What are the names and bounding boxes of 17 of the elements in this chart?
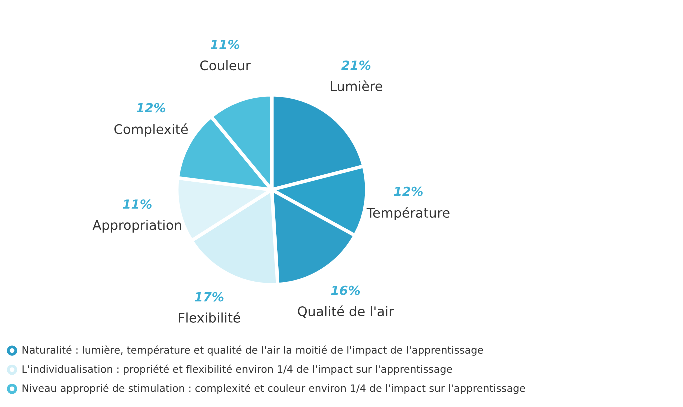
data-label: 16%	[331, 286, 360, 296]
slice-label: Température	[366, 207, 450, 221]
slice-label: Appropriation	[92, 220, 182, 233]
data-label: 12%	[136, 103, 166, 113]
text: L'individualisation : propriété et flexibilité environ 1/4 de l'impact sur l'apprentissage	[22, 364, 452, 376]
text: Naturalité : lumière, température et qualité de l'air la moitié de l'impact de l'apprentissage	[22, 346, 484, 356]
slice-label: Qualité de l'air	[298, 306, 394, 318]
slice-label: Lumière	[331, 80, 382, 92]
data-label: 12%	[394, 186, 423, 196]
slice-label: Flexibilité	[179, 312, 240, 323]
text: Niveau approprié de stimulation : complexité et couleur environ 1/4 de l'impact sur l'apprentissage	[22, 384, 526, 394]
slice-label: Couleur	[200, 60, 251, 71]
data-label: 21%	[342, 60, 371, 70]
data-label: 11%	[210, 40, 240, 50]
data-label: 17%	[195, 292, 224, 302]
data-label: 11%	[123, 200, 152, 210]
slice-label: Complexité	[114, 124, 188, 137]
